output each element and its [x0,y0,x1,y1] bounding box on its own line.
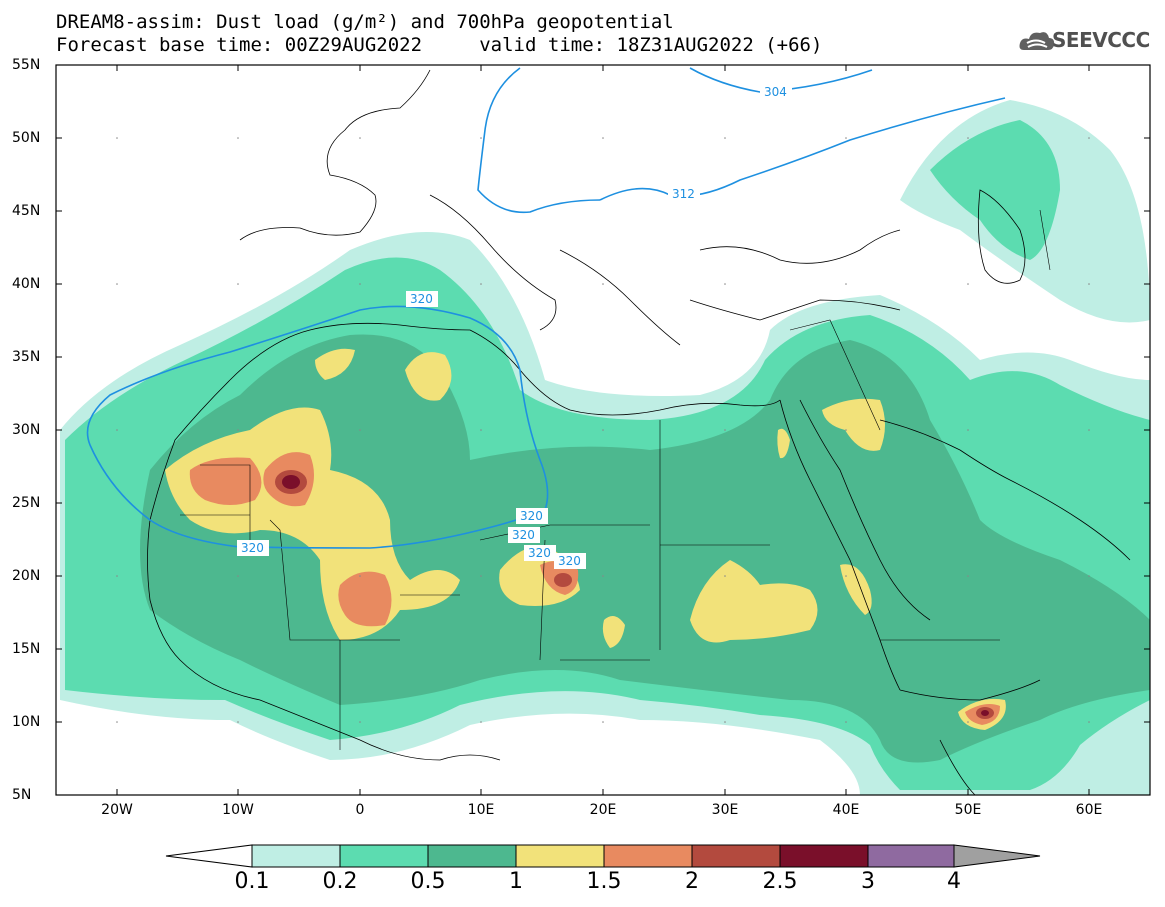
colorbar-swatch-02 [339,844,429,868]
contour-label-304: 304 [764,85,787,99]
colorbar-label-3: 3 [861,869,875,894]
dust-band-25-peak-somalia [981,710,989,716]
dust-band-02-caspian [930,120,1060,260]
map-title: DREAM8-assim: Dust load (g/m²) and 700hP… [56,11,674,33]
dust-shading-layer [60,100,1150,795]
colorbar-label-1: 1 [509,869,523,894]
contour-label-312-bg [668,186,700,202]
coastline-west-africa [147,379,501,761]
logo-text: SEEVCCC [1052,28,1150,52]
colorbar-swatch-2 [691,844,781,868]
lon-label-10e: 10E [467,802,495,818]
dust-band-1-centralafrica [602,616,625,648]
dust-band-1-sudan [690,560,818,643]
lat-label-30n: 30N [12,422,41,438]
coastline-arabia [879,419,1131,795]
lat-label-35n: 35N [12,349,41,365]
contour-label-320-b-bg [237,540,269,556]
lat-label-50n: 50N [12,130,41,146]
contour-312-west [477,67,601,214]
contour-label-320-b: 320 [241,541,264,555]
lon-label-50e: 50E [954,802,982,818]
colorbar-label-4: 4 [947,869,961,894]
dust-band-1-nile [777,428,790,459]
dust-band-15-niger [338,571,392,627]
lat-label-10n: 10N [12,714,41,730]
contour-label-320-f: 320 [558,554,581,568]
lon-label-30e: 30E [711,802,739,818]
lat-label-25n: 25N [12,495,41,511]
lat-label-40n: 40N [12,276,41,292]
contour-label-304-bg [760,84,792,100]
contour-label-320-c: 320 [520,509,543,523]
colorbar-label-15: 1.5 [586,869,622,894]
contour-label-312: 312 [672,187,695,201]
lon-label-60e: 60E [1075,802,1103,818]
colorbar-low-arrow [165,844,253,868]
dust-band-1-iraq [822,398,885,451]
contour-label-320-a-bg [406,291,438,307]
contour-label-320-e: 320 [528,546,551,560]
dust-band-2-peak-chad [554,573,572,587]
forecast-times: Forecast base time: 00Z29AUG2022 valid t… [56,34,823,56]
dust-band-15-west [189,457,262,505]
coastline-red-sea [779,399,931,691]
lat-label-45n: 45N [12,203,41,219]
colorbar-swatch-3 [867,844,955,868]
coastlines-layer [147,69,1131,795]
coastline-caspian [977,189,1026,284]
colorbar-high-arrow [953,844,1041,868]
colorbar-swatch-01 [251,844,341,868]
lat-label-5n: 5N [12,787,32,803]
cloud-icon [1019,32,1055,50]
contour-label-320-a: 320 [410,292,433,306]
coastline-europe [239,69,901,346]
lon-label-0: 0 [355,802,365,818]
contour-label-320-d-bg [508,527,540,543]
contour-label-320-f-bg [554,553,586,569]
dust-band-1-morocco [315,348,355,380]
contour-label-320-d: 320 [512,528,535,542]
contour-312-east [599,97,1006,201]
contour-labels: 304 312 320 320 320 320 320 320 [237,84,792,569]
colorbar-label-02: 0.2 [322,869,358,894]
contour-label-320-c-bg [516,508,548,524]
colorbar-swatch-1 [515,844,605,868]
axis-ticks [56,64,1150,796]
colorbar-label-05: 0.5 [410,869,446,894]
lon-label-20e: 20E [589,802,617,818]
dust-band-1-algeria [405,352,452,401]
dust-band-1-redsea [840,564,872,615]
contour-label-320-e-bg [524,545,556,561]
lon-label-10w: 10W [222,802,254,818]
lon-label-20w: 20W [101,802,133,818]
dust-band-05 [140,334,1150,763]
dust-band-25-peak-west [282,475,300,489]
lat-label-55n: 55N [12,57,41,73]
graticule-dots [116,137,1090,723]
colorbar-label-01: 0.1 [234,869,270,894]
colorbar-label-25: 2.5 [762,869,798,894]
lon-label-40e: 40E [832,802,860,818]
colorbar-label-2: 2 [685,869,699,894]
colorbar-swatch-25 [779,844,869,868]
colorbar [165,844,1041,868]
lat-label-15n: 15N [12,641,41,657]
country-borders [180,209,1051,750]
lat-label-20n: 20N [12,568,41,584]
colorbar-swatch-15 [603,844,693,868]
colorbar-swatch-05 [427,844,517,868]
